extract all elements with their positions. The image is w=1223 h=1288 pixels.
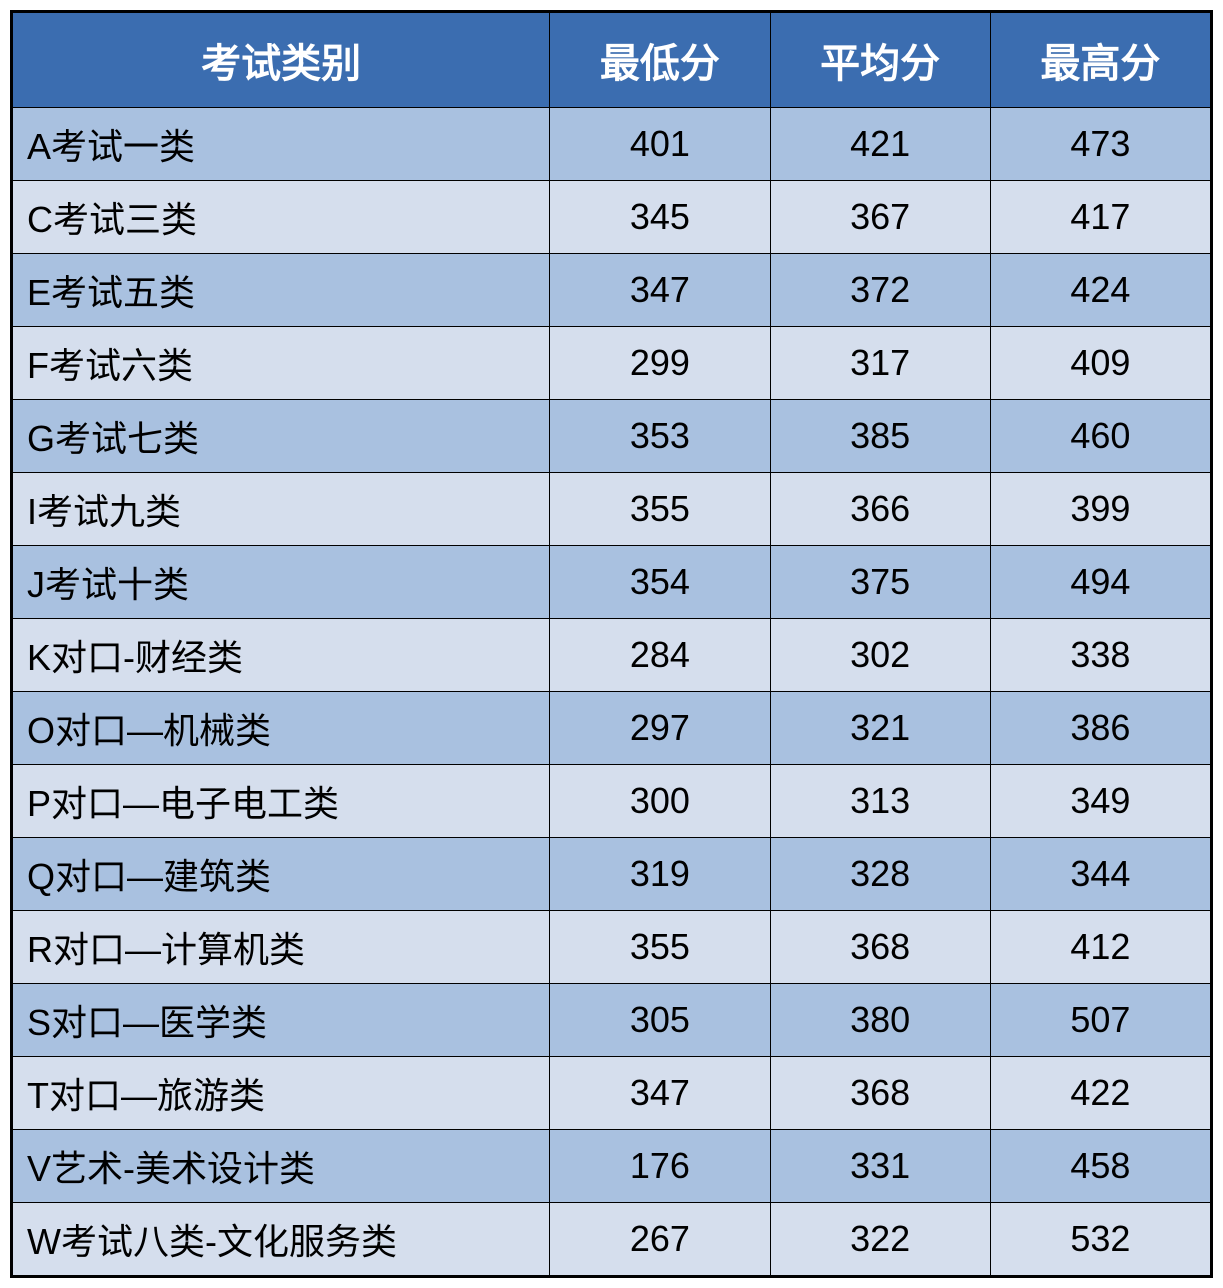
header-min: 最低分 <box>550 13 770 108</box>
cell-max: 460 <box>990 400 1210 473</box>
cell-avg: 368 <box>770 1057 990 1130</box>
cell-category: E考试五类 <box>13 254 550 327</box>
cell-min: 401 <box>550 108 770 181</box>
cell-category: O对口—机械类 <box>13 692 550 765</box>
score-table-container: 考试类别 最低分 平均分 最高分 A考试一类 401 421 473 C考试三类… <box>10 10 1213 1278</box>
cell-min: 305 <box>550 984 770 1057</box>
cell-min: 347 <box>550 1057 770 1130</box>
cell-min: 345 <box>550 181 770 254</box>
cell-min: 284 <box>550 619 770 692</box>
cell-max: 399 <box>990 473 1210 546</box>
table-row: T对口—旅游类 347 368 422 <box>13 1057 1211 1130</box>
cell-category: P对口—电子电工类 <box>13 765 550 838</box>
cell-avg: 317 <box>770 327 990 400</box>
cell-max: 532 <box>990 1203 1210 1276</box>
cell-avg: 322 <box>770 1203 990 1276</box>
cell-min: 354 <box>550 546 770 619</box>
cell-max: 409 <box>990 327 1210 400</box>
cell-avg: 313 <box>770 765 990 838</box>
cell-min: 355 <box>550 473 770 546</box>
cell-category: G考试七类 <box>13 400 550 473</box>
cell-max: 417 <box>990 181 1210 254</box>
table-row: E考试五类 347 372 424 <box>13 254 1211 327</box>
cell-max: 386 <box>990 692 1210 765</box>
cell-avg: 385 <box>770 400 990 473</box>
cell-avg: 366 <box>770 473 990 546</box>
cell-category: T对口—旅游类 <box>13 1057 550 1130</box>
cell-max: 422 <box>990 1057 1210 1130</box>
cell-category: C考试三类 <box>13 181 550 254</box>
cell-avg: 367 <box>770 181 990 254</box>
cell-min: 299 <box>550 327 770 400</box>
cell-category: F考试六类 <box>13 327 550 400</box>
cell-avg: 380 <box>770 984 990 1057</box>
cell-category: I考试九类 <box>13 473 550 546</box>
header-avg: 平均分 <box>770 13 990 108</box>
cell-min: 297 <box>550 692 770 765</box>
cell-avg: 375 <box>770 546 990 619</box>
table-body: A考试一类 401 421 473 C考试三类 345 367 417 E考试五… <box>13 108 1211 1276</box>
score-table: 考试类别 最低分 平均分 最高分 A考试一类 401 421 473 C考试三类… <box>12 12 1211 1276</box>
cell-min: 300 <box>550 765 770 838</box>
cell-avg: 372 <box>770 254 990 327</box>
cell-category: S对口—医学类 <box>13 984 550 1057</box>
cell-category: Q对口—建筑类 <box>13 838 550 911</box>
table-row: Q对口—建筑类 319 328 344 <box>13 838 1211 911</box>
cell-max: 338 <box>990 619 1210 692</box>
table-row: I考试九类 355 366 399 <box>13 473 1211 546</box>
cell-category: V艺术-美术设计类 <box>13 1130 550 1203</box>
cell-max: 424 <box>990 254 1210 327</box>
table-row: A考试一类 401 421 473 <box>13 108 1211 181</box>
header-category: 考试类别 <box>13 13 550 108</box>
table-row: F考试六类 299 317 409 <box>13 327 1211 400</box>
cell-avg: 302 <box>770 619 990 692</box>
table-row: S对口—医学类 305 380 507 <box>13 984 1211 1057</box>
cell-max: 473 <box>990 108 1210 181</box>
cell-category: K对口-财经类 <box>13 619 550 692</box>
cell-max: 349 <box>990 765 1210 838</box>
table-row: O对口—机械类 297 321 386 <box>13 692 1211 765</box>
cell-min: 176 <box>550 1130 770 1203</box>
cell-category: J考试十类 <box>13 546 550 619</box>
table-row: J考试十类 354 375 494 <box>13 546 1211 619</box>
cell-category: A考试一类 <box>13 108 550 181</box>
cell-max: 344 <box>990 838 1210 911</box>
cell-avg: 421 <box>770 108 990 181</box>
cell-min: 267 <box>550 1203 770 1276</box>
table-header-row: 考试类别 最低分 平均分 最高分 <box>13 13 1211 108</box>
table-row: W考试八类-文化服务类 267 322 532 <box>13 1203 1211 1276</box>
cell-category: W考试八类-文化服务类 <box>13 1203 550 1276</box>
table-row: R对口—计算机类 355 368 412 <box>13 911 1211 984</box>
cell-avg: 368 <box>770 911 990 984</box>
table-row: V艺术-美术设计类 176 331 458 <box>13 1130 1211 1203</box>
table-row: G考试七类 353 385 460 <box>13 400 1211 473</box>
table-row: P对口—电子电工类 300 313 349 <box>13 765 1211 838</box>
table-row: C考试三类 345 367 417 <box>13 181 1211 254</box>
cell-avg: 328 <box>770 838 990 911</box>
cell-max: 458 <box>990 1130 1210 1203</box>
cell-min: 355 <box>550 911 770 984</box>
cell-min: 347 <box>550 254 770 327</box>
cell-avg: 321 <box>770 692 990 765</box>
cell-category: R对口—计算机类 <box>13 911 550 984</box>
cell-max: 507 <box>990 984 1210 1057</box>
table-row: K对口-财经类 284 302 338 <box>13 619 1211 692</box>
cell-avg: 331 <box>770 1130 990 1203</box>
cell-min: 353 <box>550 400 770 473</box>
cell-max: 494 <box>990 546 1210 619</box>
cell-min: 319 <box>550 838 770 911</box>
header-max: 最高分 <box>990 13 1210 108</box>
cell-max: 412 <box>990 911 1210 984</box>
